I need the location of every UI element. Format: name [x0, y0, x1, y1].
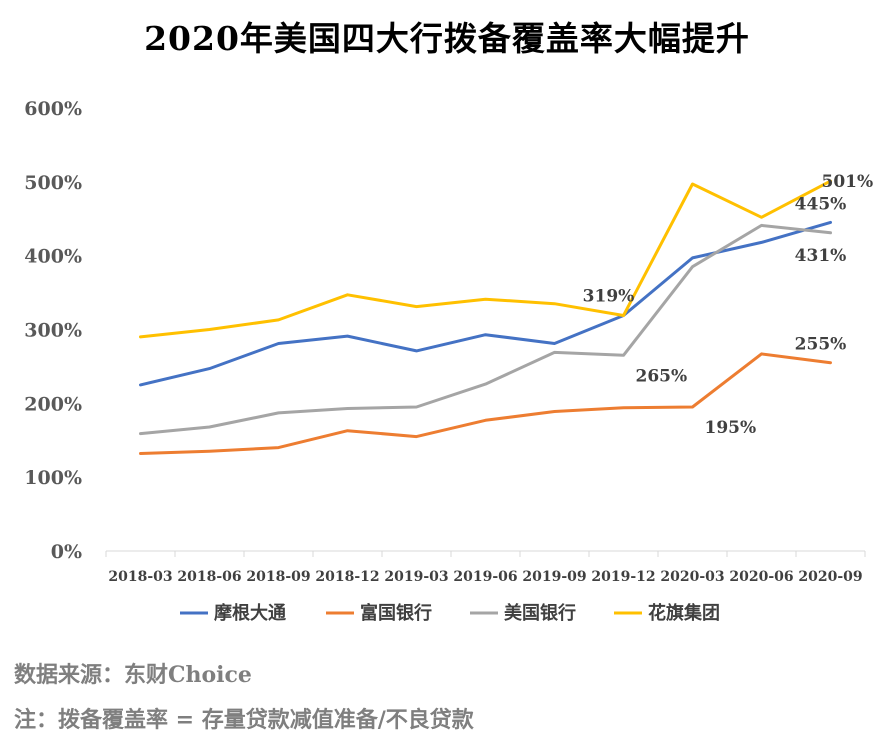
x-tick-label: 2019-09 — [522, 569, 586, 585]
series-line-3 — [139, 223, 832, 436]
legend: 摩根大通 富国银行 美国银行 花旗集团 — [180, 602, 720, 624]
data-label: 319% — [583, 286, 635, 306]
x-tick-label: 2018-06 — [177, 569, 241, 585]
x-tick-label: 2020-09 — [798, 569, 862, 585]
series-lines — [139, 179, 832, 455]
x-tick-label: 2019-12 — [591, 569, 655, 585]
x-tick-label: 2020-03 — [660, 569, 724, 585]
source-note: 数据来源：东财Choice — [14, 662, 252, 688]
data-label: 501% — [822, 172, 874, 192]
x-tick-label: 2019-06 — [453, 569, 517, 585]
x-tick-label: 2018-12 — [315, 569, 379, 585]
data-labels: 319% 265% 195% 255% 445% 431% 501% — [583, 172, 873, 438]
chart-title: 2020年美国四大行拨备覆盖率大幅提升 — [144, 19, 750, 58]
data-label: 255% — [795, 335, 847, 355]
legend-label: 富国银行 — [360, 602, 432, 624]
x-tick-label: 2018-09 — [246, 569, 310, 585]
data-label: 265% — [636, 366, 688, 386]
y-tick-label: 300% — [24, 320, 82, 342]
legend-label: 美国银行 — [504, 602, 576, 624]
y-axis-ticks: 0% 100% 200% 300% 400% 500% 600% — [24, 98, 82, 563]
x-tick-label: 2020-06 — [729, 569, 793, 585]
x-axis-tickmarks — [105, 551, 866, 557]
data-label: 445% — [795, 194, 847, 214]
y-tick-label: 200% — [24, 393, 82, 415]
data-label: 431% — [795, 246, 847, 266]
definition-note: 注：拨备覆盖率 = 存量贷款减值准备/不良贷款 — [14, 707, 474, 733]
x-tick-label: 2018-03 — [108, 569, 172, 585]
series-line-2 — [139, 352, 832, 455]
series-line-4 — [139, 179, 832, 339]
y-tick-label: 400% — [24, 246, 82, 268]
line-chart: 0%100%200%300%400%500%600% 2018-03 2018-0… — [24, 98, 873, 624]
y-tick-label: 100% — [24, 467, 82, 489]
data-label: 195% — [705, 418, 757, 438]
y-tick-label: 0% — [51, 541, 82, 563]
y-tick-label: 600% — [24, 98, 82, 120]
x-tick-label: 2019-03 — [384, 569, 448, 585]
legend-label: 花旗集团 — [648, 602, 720, 624]
x-axis-ticks: 2018-03 2018-06 2018-09 2018-12 2019-03 2019-… — [108, 569, 862, 585]
legend-label: 摩根大通 — [214, 602, 286, 624]
y-tick-label: 500% — [24, 172, 82, 194]
